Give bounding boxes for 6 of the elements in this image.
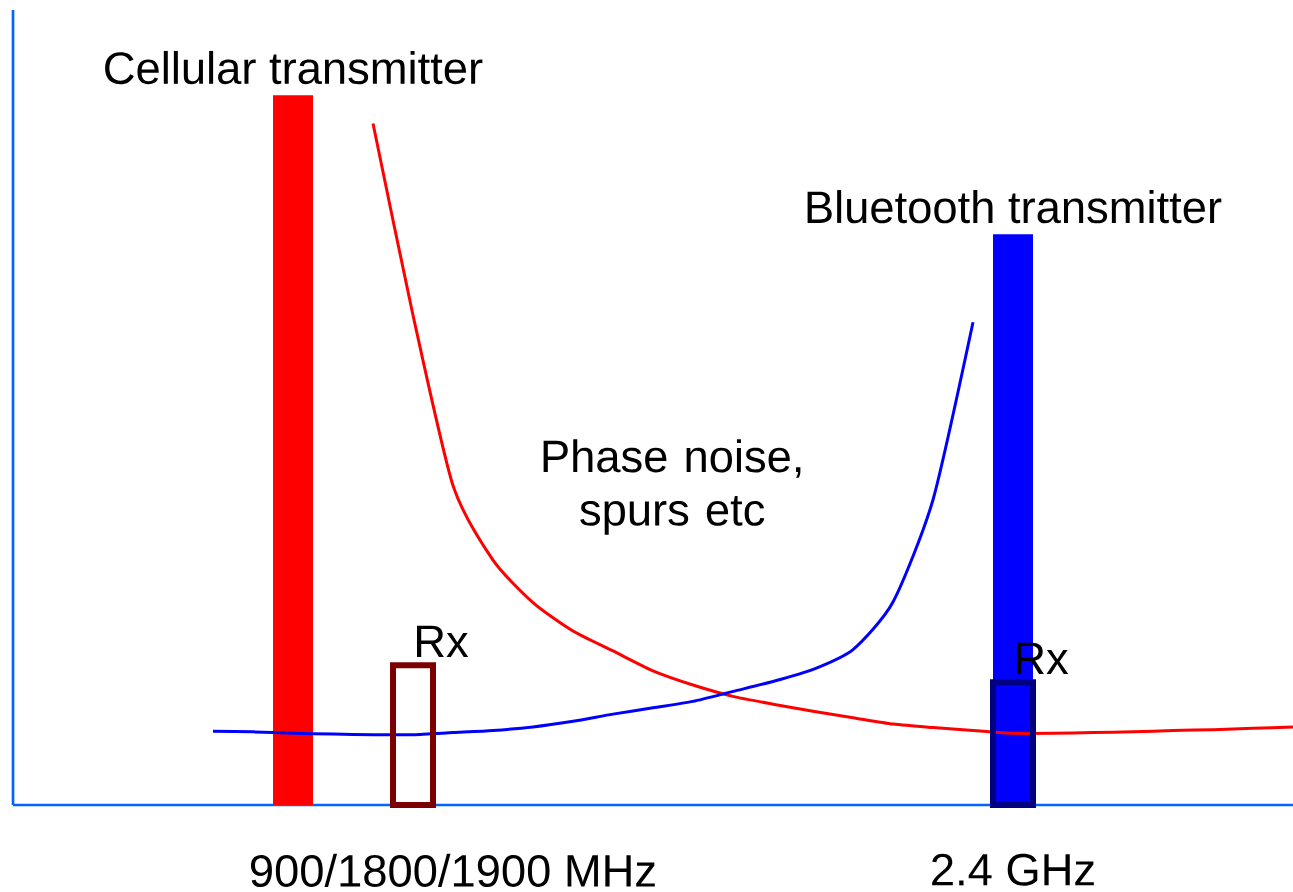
x-tick-label: 2.4 GHz xyxy=(932,853,1094,886)
x-tick-label: 900/1800/1900 MHz xyxy=(251,853,655,887)
series-label: Cellular transmitter xyxy=(105,50,483,85)
series-label: Bluetooth transmitter xyxy=(807,190,1222,224)
annotation: Phase noise, spurs etc xyxy=(543,439,801,535)
series-label: Rx xyxy=(416,625,469,657)
